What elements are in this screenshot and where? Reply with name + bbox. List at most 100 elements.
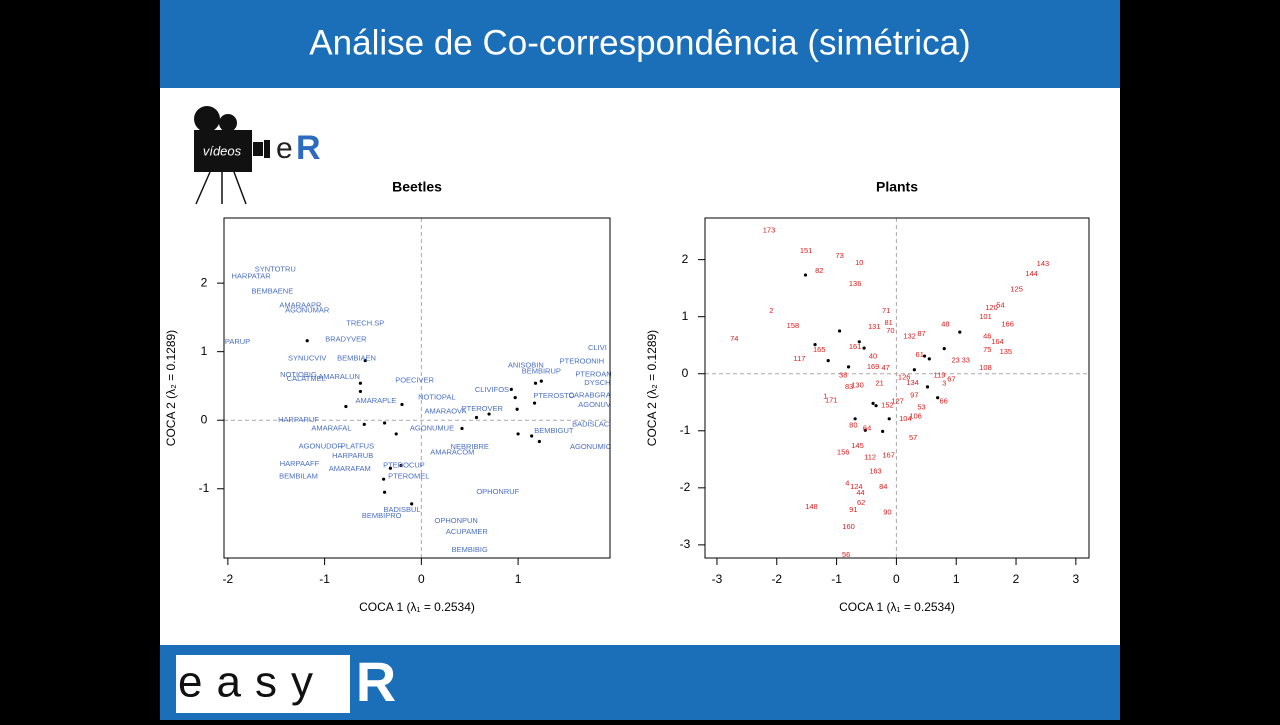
point: [460, 426, 464, 431]
point: [382, 421, 387, 425]
point: [400, 402, 404, 407]
point-label: BEMBAENE: [252, 286, 294, 295]
point: [958, 330, 962, 334]
x-tick-label: 1: [515, 572, 522, 586]
y-tick-label: -1: [199, 481, 210, 495]
point-label: BEMBIGUT: [534, 426, 574, 435]
logo-e: e: [276, 132, 293, 165]
point-label: 56: [842, 550, 850, 559]
point-label: 163: [869, 466, 882, 475]
point-label: 67: [947, 374, 955, 383]
point-label: HARPARUB: [332, 451, 373, 460]
slide-title: Análise de Co-correspondência (simétrica…: [309, 23, 970, 62]
point-label: BEMBIAEN: [337, 354, 376, 363]
point: [862, 346, 866, 350]
point: [863, 428, 867, 432]
point-label: HARPATAR: [232, 271, 272, 280]
point-label: 82: [815, 266, 823, 275]
point: [530, 434, 534, 438]
point-label: AGONUDOR: [299, 441, 344, 450]
point-label: NEBRIBRE: [451, 442, 489, 451]
y-tick-label: 0: [682, 366, 689, 380]
point: [344, 404, 348, 409]
point: [853, 417, 857, 421]
point: [826, 359, 830, 363]
point-label: 21: [875, 378, 883, 387]
point-label: 148: [805, 502, 818, 511]
point-label: 2: [769, 306, 773, 315]
point-label: PTEROVER: [462, 404, 504, 413]
point-label: HARPARUF: [278, 415, 319, 424]
point-label: 97: [910, 390, 918, 399]
point: [881, 429, 885, 433]
point: [363, 358, 367, 363]
point-label: 73: [835, 251, 843, 260]
point-label: 173: [763, 226, 776, 235]
point: [516, 432, 520, 436]
camera-body: [194, 130, 252, 172]
point-label: 104: [899, 414, 912, 423]
point-label: 131: [868, 322, 881, 331]
point-label: PTEROSTO: [533, 391, 574, 400]
y-tick-label: 1: [201, 344, 208, 358]
tripod: [195, 171, 211, 205]
point-label: BEMBILAM: [279, 471, 318, 480]
y-axis-label: COCA 2 (λ₂ = 0.1289): [645, 330, 659, 446]
point: [474, 415, 479, 420]
point-label: 71: [882, 306, 890, 315]
tripod: [233, 171, 247, 205]
point-label: 90: [883, 507, 891, 516]
point: [871, 401, 875, 406]
point-label: 171: [825, 396, 838, 405]
point-label: CALATMEL: [287, 374, 326, 383]
point: [887, 417, 891, 421]
y-tick-label: -1: [680, 423, 691, 437]
point-label: 10: [855, 258, 863, 267]
point: [803, 273, 808, 277]
lens: [253, 142, 263, 156]
point-label: AGONUMAR: [285, 306, 330, 315]
point: [388, 466, 392, 470]
x-tick-label: 1: [953, 572, 960, 586]
point-label: OPHONRUF: [476, 487, 519, 496]
chart-title: Beetles: [392, 179, 442, 195]
point-label: 164: [991, 337, 1004, 346]
point-label: 143: [1037, 259, 1050, 268]
footer-text: easy: [178, 658, 327, 707]
point-label: BEMBIBIG: [452, 545, 488, 554]
point-label: 166: [1001, 320, 1014, 329]
point: [358, 381, 363, 385]
point: [515, 407, 519, 411]
point-label: ACUPAMER: [446, 527, 489, 536]
point: [874, 404, 878, 408]
footer-r-box: [350, 655, 403, 713]
point: [399, 463, 403, 468]
point-label: BADISBUL: [383, 505, 420, 514]
slide-bg: [160, 0, 1120, 720]
point-label: SYNTOTRU: [255, 264, 296, 273]
logo-text: vídeos: [203, 143, 242, 158]
point: [487, 412, 491, 416]
point-label: PTEROONIH: [560, 356, 605, 365]
header-bar: [160, 0, 1120, 88]
y-tick-label: -2: [680, 480, 691, 494]
point-label: 23: [951, 356, 959, 365]
point-label: 119: [933, 370, 945, 379]
point-label: PTEROCUP: [383, 460, 425, 469]
point-label: 91: [849, 505, 857, 514]
point-label: 156: [837, 447, 850, 456]
point-label: NOTIOBIG: [280, 370, 317, 379]
point-label: 53: [917, 402, 925, 411]
y-tick-label: -3: [680, 537, 691, 551]
point-label: 80: [849, 421, 857, 430]
point: [410, 502, 414, 506]
point-label: 62: [857, 498, 865, 507]
logo: vídeos e R: [194, 106, 321, 205]
x-tick-label: 2: [1013, 572, 1020, 586]
point: [857, 340, 861, 344]
point-label: ANISOBIN: [508, 360, 544, 369]
point: [532, 401, 537, 405]
point-label: AGONUMUE: [410, 423, 454, 432]
point-label: 124: [850, 482, 863, 491]
